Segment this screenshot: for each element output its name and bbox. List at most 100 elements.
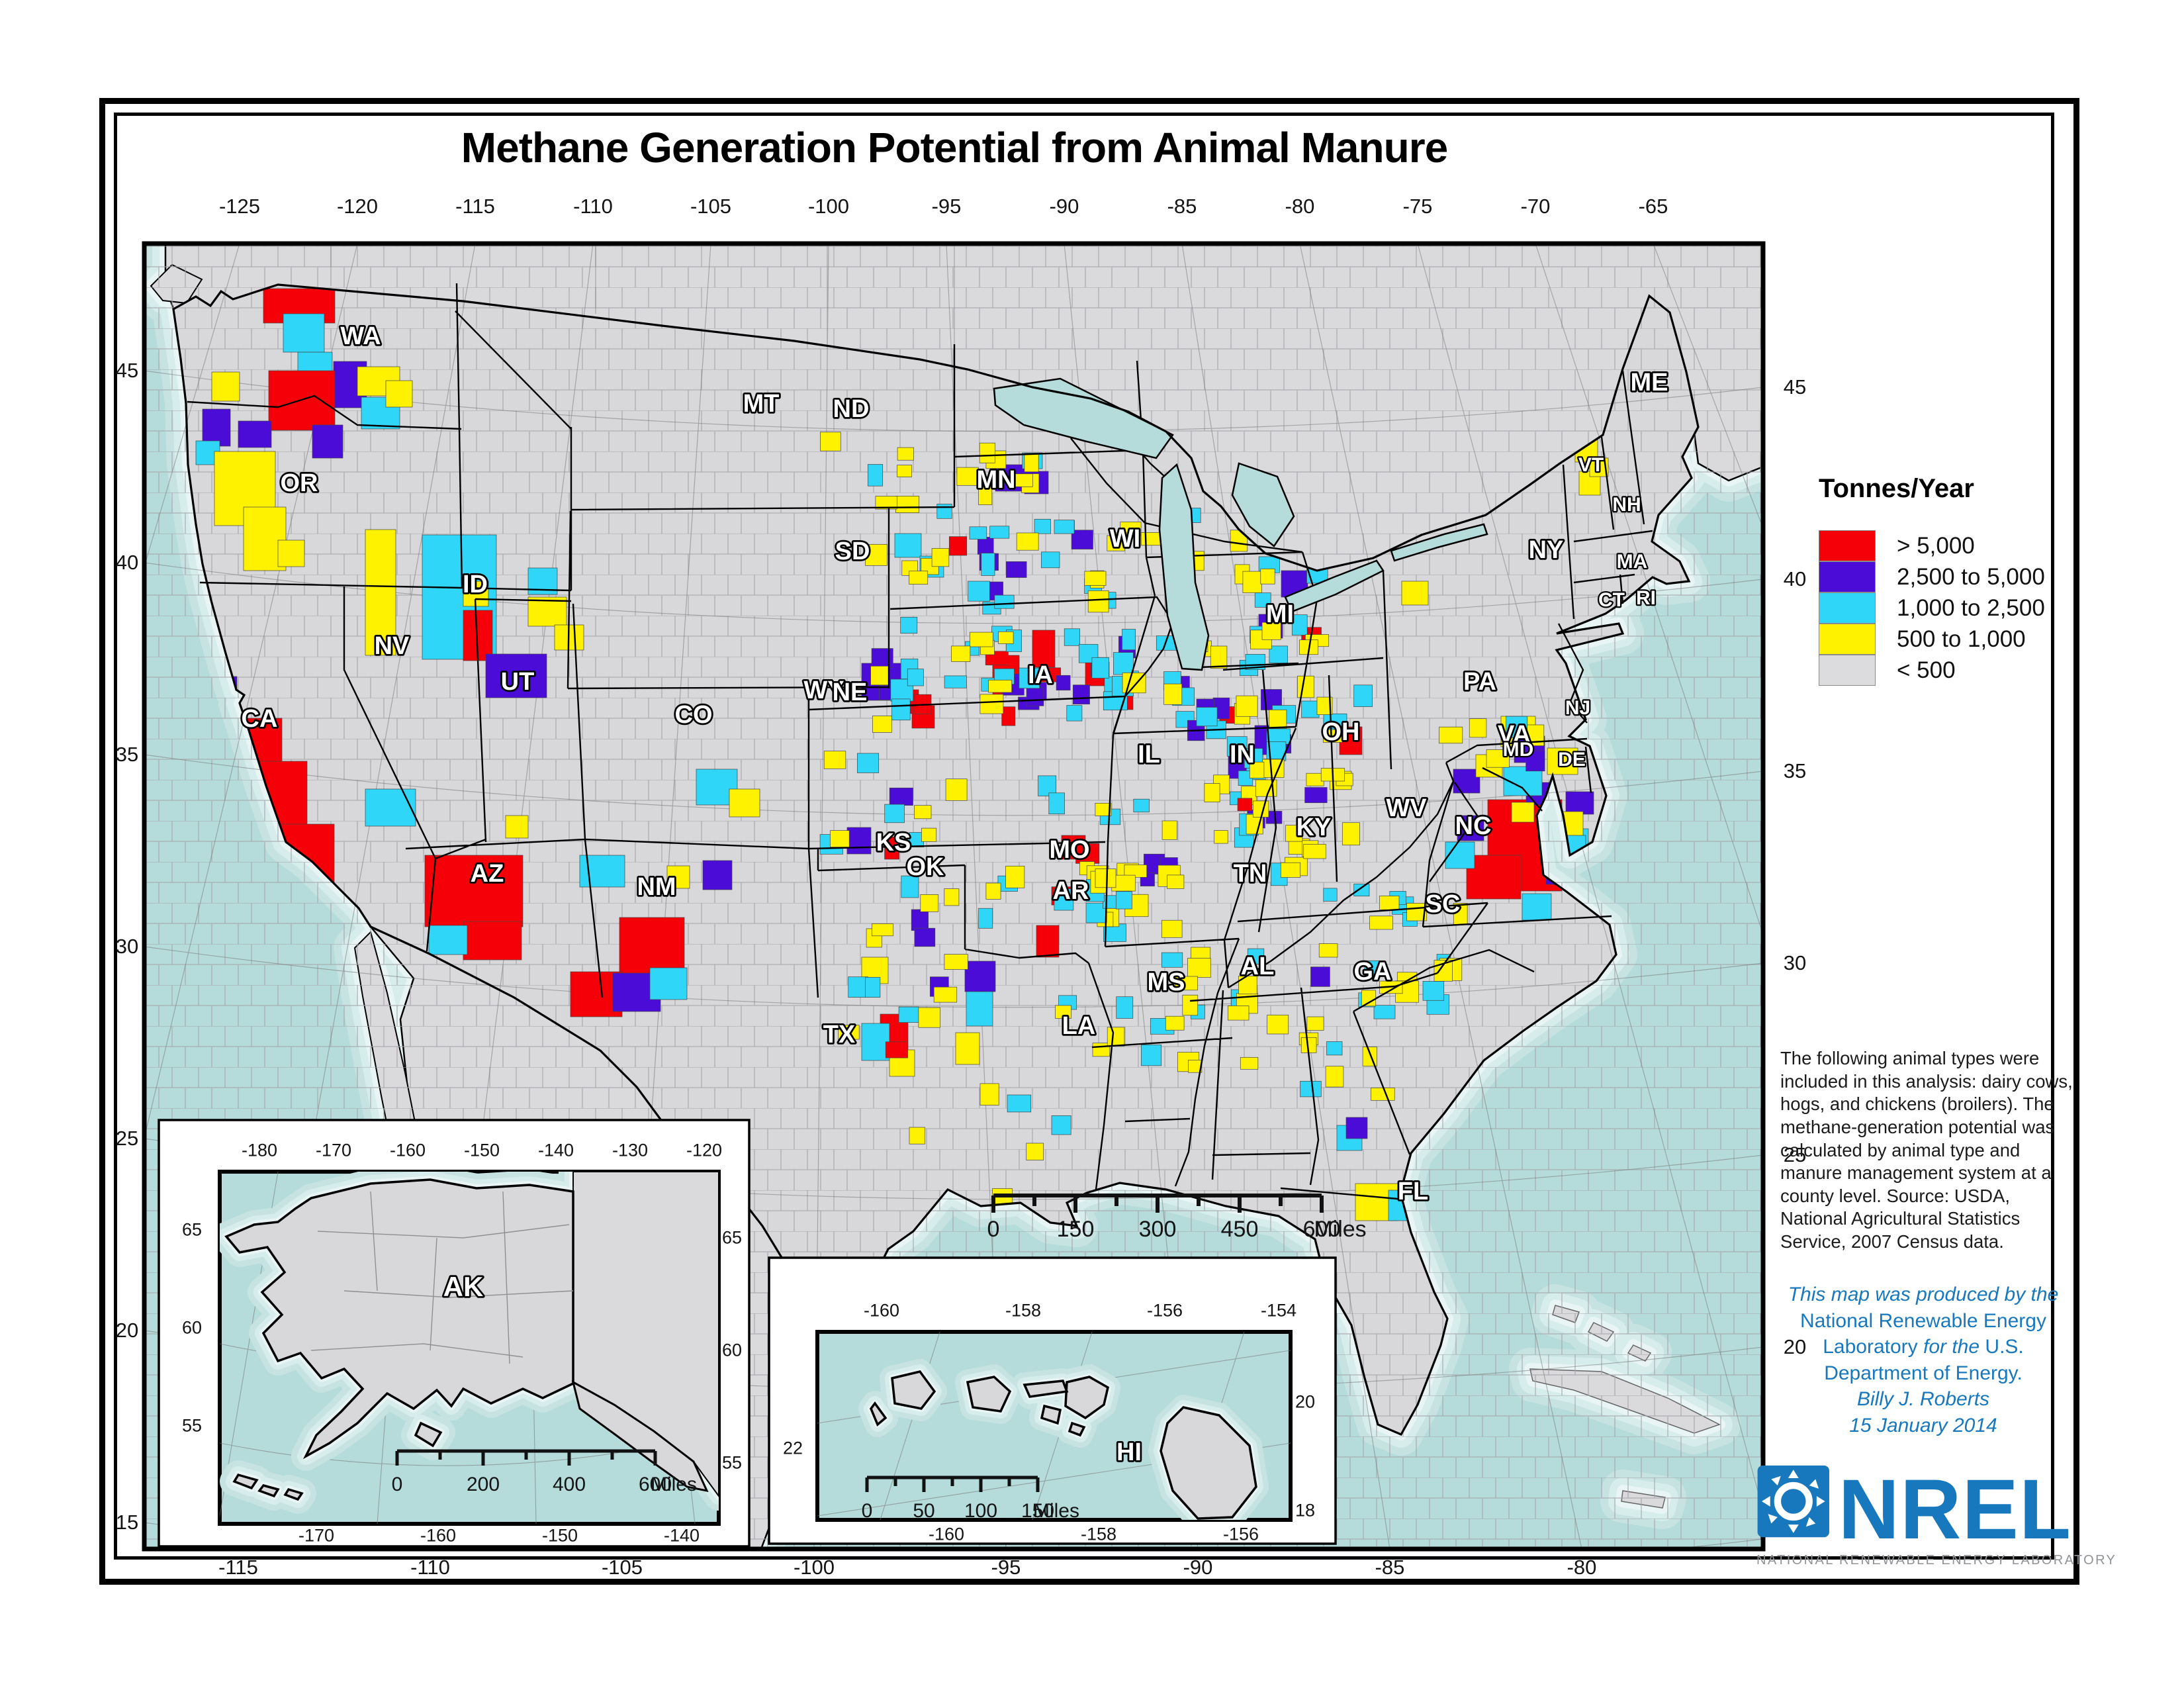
county-patch: [969, 526, 987, 539]
axis-tick: -160: [863, 1300, 900, 1321]
axis-tick: -90: [1049, 195, 1079, 218]
credit-author: Billy J. Roberts: [1856, 1388, 1990, 1411]
scalebar-unit: Miles: [651, 1474, 697, 1495]
county-patch: [951, 645, 971, 662]
county-patch: [1300, 1080, 1322, 1098]
county-patch: [901, 875, 919, 898]
county-patch: [1188, 1059, 1203, 1073]
state-label-nv: NV: [375, 632, 410, 660]
state-label-mi: MI: [1266, 600, 1294, 628]
county-patch: [1026, 1143, 1044, 1160]
county-patch: [1071, 530, 1093, 549]
state-label-ok: OK: [907, 853, 945, 881]
county-patch: [1280, 862, 1301, 878]
ak-borough-lines: [310, 1191, 574, 1364]
state-label-nh: NH: [1612, 494, 1641, 516]
county-patch: [1252, 800, 1269, 818]
county-patch: [424, 855, 523, 927]
county-patch: [485, 653, 547, 698]
page-border-inner: [114, 113, 2054, 1560]
page-title: Methane Generation Potential from Animal…: [461, 124, 1448, 171]
state-label-ri: RI: [1636, 587, 1656, 609]
axis-tick: -156: [1222, 1524, 1259, 1544]
county-patch: [666, 865, 690, 889]
county-patch: [1291, 614, 1308, 635]
page-border-outer: [99, 98, 2079, 1585]
county-patch: [897, 447, 914, 461]
axis-tick: -100: [793, 1556, 835, 1579]
state-label-mo: MO: [1049, 836, 1089, 864]
county-patch: [211, 371, 240, 402]
county-patch: [871, 648, 893, 668]
state-label-tx: TX: [823, 1021, 856, 1049]
county-patch: [1161, 820, 1177, 840]
state-label-ak: AK: [443, 1271, 484, 1302]
county-patch: [1107, 535, 1125, 551]
county-patch: [1054, 520, 1075, 534]
axis-tick: -150: [541, 1525, 578, 1546]
state-label-ma: MA: [1617, 551, 1648, 573]
county-patch: [891, 698, 911, 721]
axis-tick: 45: [115, 359, 139, 382]
county-patch: [1122, 629, 1136, 651]
county-patch: [1240, 1056, 1259, 1070]
legend-swatch-yellow: [1819, 624, 1876, 655]
county-patch: [312, 424, 343, 459]
state-label-az: AZ: [471, 860, 504, 888]
county-patch: [1085, 902, 1107, 923]
county-patch: [1087, 590, 1109, 613]
state-label-nc: NC: [1455, 812, 1492, 840]
county-patch: [1165, 1015, 1185, 1031]
axis-tick: -154: [1260, 1300, 1297, 1321]
county-patch: [875, 496, 897, 510]
county-patch: [900, 616, 918, 634]
credit-line: Laboratory for the U.S.: [1823, 1336, 2024, 1358]
county-patch: [238, 420, 272, 448]
county-patch: [1316, 696, 1333, 715]
county-patch: [365, 788, 416, 827]
credit-line: This map was produced by the: [1788, 1284, 2059, 1305]
county-patch: [838, 1025, 860, 1040]
county-patch: [989, 526, 1010, 539]
county-patch: [1032, 630, 1056, 668]
county-patch: [1453, 769, 1480, 794]
county-patch: [1024, 453, 1039, 473]
state-label-tn: TN: [1234, 860, 1267, 888]
legend-label: 2,500 to 5,000: [1897, 563, 2045, 590]
county-patch: [964, 961, 996, 992]
axis-tick: 22: [782, 1438, 803, 1458]
county-patch: [1133, 798, 1150, 813]
county-patch: [1361, 990, 1377, 1007]
county-patch: [1353, 883, 1370, 897]
axis-tick: -170: [298, 1525, 335, 1546]
county-patch: [1056, 675, 1071, 690]
axis-tick: -65: [1638, 195, 1668, 218]
county-patch: [1237, 798, 1253, 812]
scalebar-label: 600: [639, 1474, 672, 1495]
county-patch: [907, 669, 924, 686]
axis-tick: -110: [410, 1556, 450, 1579]
nrel-tagline: NATIONAL RENEWABLE ENERGY LABORATORY: [1756, 1553, 2117, 1568]
county-patch: [1041, 551, 1060, 569]
axis-tick: -140: [663, 1525, 700, 1546]
axis-tick: -125: [218, 195, 261, 218]
axis-tick: 65: [181, 1219, 203, 1240]
legend-swatch-purple: [1819, 561, 1876, 592]
county-patch: [988, 679, 1013, 693]
county-patch: [944, 675, 967, 688]
state-label-hi: HI: [1116, 1438, 1142, 1466]
state-label-ne: NE: [833, 679, 868, 706]
state-label-ga: GA: [1354, 958, 1392, 986]
county-patch: [1303, 843, 1326, 859]
state-label-ky: KY: [1297, 814, 1332, 841]
state-label-in: IN: [1230, 741, 1255, 769]
axis-tick: 35: [115, 743, 139, 766]
county-patch: [894, 533, 922, 558]
county-patch: [1005, 865, 1025, 888]
state-label-sd: SD: [835, 538, 870, 565]
county-patch: [1228, 1006, 1250, 1021]
axis-tick: -130: [612, 1140, 649, 1160]
